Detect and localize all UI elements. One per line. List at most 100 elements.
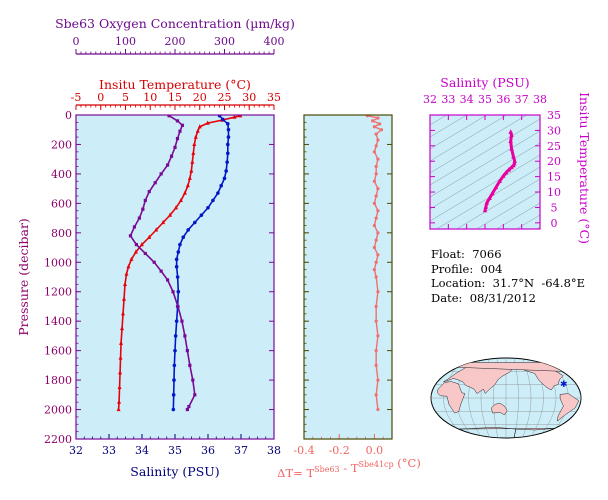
ts-x-tick-label: 33	[441, 93, 455, 106]
dt-point	[374, 304, 378, 309]
temperature-point	[197, 124, 202, 129]
dt-tick-label: -0.2	[329, 444, 350, 457]
dt-point	[376, 116, 380, 120]
temperature-point	[147, 234, 152, 239]
temperature-point	[122, 296, 127, 301]
oxygen-point	[132, 225, 137, 229]
continent	[457, 427, 556, 438]
oxygen-point	[167, 115, 171, 118]
oxygen-point	[141, 207, 145, 211]
temperature-tick-label: 30	[242, 91, 256, 104]
dt-tick-label: -0.4	[293, 444, 314, 457]
temperature-point	[193, 134, 198, 139]
temperature-point	[124, 271, 129, 276]
pressure-tick-label: 1000	[44, 256, 72, 269]
oxygen-point	[165, 278, 170, 282]
salinity-point	[186, 228, 190, 232]
profile-number: Profile: 004	[431, 261, 503, 276]
salinity-point	[224, 169, 228, 173]
dt-tick-label: 0.0	[366, 444, 384, 457]
temperature-point	[191, 150, 196, 155]
dt-point	[376, 334, 380, 338]
dt-point	[374, 132, 378, 136]
temperature-tick-label: 35	[267, 91, 281, 104]
dt-point	[374, 319, 378, 323]
oxygen-point	[175, 136, 180, 141]
salinity-point	[172, 378, 176, 382]
oxygen-point	[178, 129, 182, 133]
dt-series	[365, 115, 384, 412]
oxygen-point	[169, 154, 174, 158]
temperature-point	[129, 256, 134, 261]
salinity-point	[193, 220, 197, 225]
continent	[437, 381, 466, 414]
dt-point	[376, 231, 380, 235]
oxygen-point	[185, 407, 189, 412]
salinity-point	[171, 407, 176, 412]
salinity-point	[174, 319, 179, 323]
oxygen-tick-label: 300	[214, 35, 235, 48]
ts-point	[509, 132, 514, 137]
temperature-point	[168, 212, 173, 217]
dt-point	[376, 407, 380, 412]
salinity-point	[225, 160, 229, 164]
oxygen-point	[128, 234, 133, 238]
dt-point	[376, 187, 380, 191]
oxygen-tick-label: 0	[73, 35, 80, 48]
ts-point	[483, 204, 489, 209]
continent	[556, 393, 580, 422]
ts-series	[482, 129, 517, 213]
dt-point	[376, 253, 380, 257]
salinity-point	[173, 334, 178, 338]
temperature-tick-label: -5	[71, 91, 82, 104]
oxygen-point	[180, 319, 184, 323]
salinity-axis: 32 33 34 35 36 37 38	[69, 434, 281, 457]
salinity-axis-title: Salinity (PSU)	[130, 464, 219, 479]
ts-point	[508, 138, 513, 143]
dt-point	[374, 164, 378, 169]
oxygen-point	[173, 145, 177, 149]
salinity-point	[176, 289, 181, 294]
salinity-point	[172, 363, 177, 368]
pressure-tick-label: 0	[65, 109, 72, 122]
temperature-tick-label: 25	[218, 91, 232, 104]
pressure-tick-label: 2200	[44, 433, 72, 446]
dt-point	[372, 268, 377, 272]
dt-point	[372, 223, 377, 228]
ts-point	[490, 190, 495, 196]
ts-point	[508, 129, 513, 134]
ts-y-tick-label: 30	[547, 124, 561, 137]
dt-point	[371, 119, 375, 123]
oxygen-point	[165, 163, 170, 167]
ts-y-tick-label: 20	[547, 155, 561, 168]
dt-point	[374, 194, 378, 198]
oxygen-point	[137, 216, 141, 220]
oxygen-point	[193, 393, 197, 397]
dt-point	[376, 290, 380, 294]
salinity-point	[178, 242, 182, 247]
ts-point	[497, 178, 502, 184]
ts-point	[484, 200, 490, 205]
pressure-tick-label: 600	[51, 197, 72, 210]
salinity-tick-label: 37	[234, 444, 248, 457]
temperature-point	[121, 311, 126, 316]
temperature-point	[120, 325, 125, 331]
temperature-point	[116, 406, 121, 412]
salinity-point	[206, 205, 210, 210]
dt-point	[374, 260, 378, 264]
ts-x-tick-label: 38	[533, 93, 547, 106]
temperature-axis-title: Insitu Temperature (°C)	[99, 77, 251, 92]
dt-point	[374, 144, 378, 148]
oxygen-point	[159, 269, 163, 273]
dt-point	[378, 122, 382, 126]
salinity-tick-label: 38	[267, 444, 281, 457]
ts-point	[487, 195, 492, 200]
temperature-point	[205, 120, 210, 125]
salinity-point	[174, 257, 179, 262]
profile-date: Date: 08/31/2012	[431, 290, 536, 305]
temperature-point	[117, 399, 122, 404]
oxygen-point	[175, 119, 180, 123]
ts-point	[506, 167, 512, 172]
oxygen-point	[143, 251, 147, 256]
